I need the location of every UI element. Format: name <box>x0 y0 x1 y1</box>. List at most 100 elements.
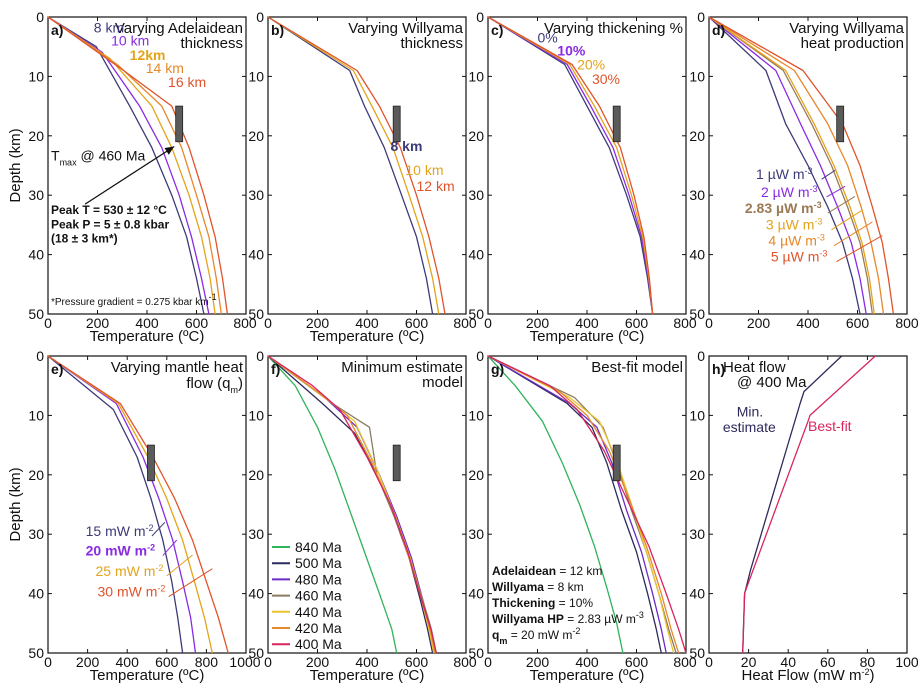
panel-label: b) <box>271 22 284 38</box>
series-label: 14 km <box>146 60 184 76</box>
x-axis-label: Temperature (ºC) <box>530 667 645 684</box>
series-line <box>708 16 867 315</box>
y-tick-label: 20 <box>689 128 705 144</box>
y-tick-label: 0 <box>697 348 705 364</box>
panel-title-line2: model <box>422 374 463 391</box>
y-tick-label: 40 <box>248 247 264 263</box>
text-span: Best-fit <box>808 418 852 434</box>
x-tick-label: 20 <box>741 654 757 670</box>
series-line <box>487 16 654 315</box>
y-tick-label: 0 <box>697 9 705 25</box>
y-tick-label: 50 <box>248 306 264 322</box>
text-span: 20 mW m <box>86 543 147 559</box>
model-parameter: Thickening = 10% <box>492 596 593 610</box>
series-line <box>708 16 875 315</box>
series-label: 8 km <box>94 19 124 35</box>
text-span: 10% <box>557 43 586 59</box>
series-label: 3 µW m-3 <box>766 217 823 233</box>
text-span: 3 µW m <box>766 217 815 233</box>
text-span: *Pressure gradient = 0.275 kbar km <box>51 297 209 308</box>
y-tick-label: 10 <box>248 68 264 84</box>
x-tick-label: 80 <box>860 654 876 670</box>
text-span: Min. <box>737 404 763 420</box>
superscript: -2 <box>861 667 869 677</box>
legend-entry: 400 Ma <box>295 636 342 652</box>
text-span: q <box>492 628 499 642</box>
x-tick-label: 800 <box>895 315 918 331</box>
x-tick-label: 0 <box>264 315 272 331</box>
series-line <box>47 355 229 654</box>
y-tick-label: 20 <box>248 467 264 483</box>
tmax-annotation: Tmax @ 460 Ma <box>51 148 145 168</box>
y-tick-label: 50 <box>468 645 484 661</box>
leader-line <box>168 568 213 597</box>
superscript: -2 <box>146 523 154 533</box>
superscript: -3 <box>819 249 827 259</box>
y-tick-label: 0 <box>256 9 264 25</box>
peak-pressure-note: Peak P = 5 ± 0.8 kbar <box>51 217 169 231</box>
text-span: 16 km <box>168 74 206 90</box>
panel-title: Varying Willyama <box>348 20 463 37</box>
panel-title: Varying Adelaidean <box>115 20 243 37</box>
pt-constraint-box <box>836 105 845 143</box>
x-tick-label: 600 <box>185 315 209 331</box>
x-tick-label: 0 <box>264 654 272 670</box>
x-tick-label: 0 <box>705 315 713 331</box>
series-line <box>708 16 861 315</box>
x-axis-label: Temperature (ºC) <box>530 328 645 345</box>
y-tick-label: 50 <box>689 306 705 322</box>
series-line <box>267 355 437 654</box>
y-tick-label: 40 <box>28 247 44 263</box>
series-line <box>267 355 398 654</box>
x-tick-label: 100 <box>895 654 918 670</box>
x-tick-label: 400 <box>575 315 599 331</box>
series-label: 1 µW m-3 <box>756 166 813 182</box>
text-span: 10 km <box>405 162 443 178</box>
text-span: Adelaidean <box>492 564 556 578</box>
series-line <box>47 355 213 654</box>
x-tick-label: 400 <box>116 654 140 670</box>
series-label: 16 km <box>168 74 206 90</box>
x-axis-label: Temperature (ºC) <box>310 667 425 684</box>
x-tick-label: 200 <box>86 315 110 331</box>
y-tick-label: 20 <box>28 128 44 144</box>
y-tick-label: 0 <box>476 9 484 25</box>
y-tick-label: 0 <box>36 9 44 25</box>
superscript: -2 <box>147 543 155 553</box>
leader-line <box>821 169 836 180</box>
text-span: @ 460 Ma <box>77 148 146 164</box>
y-tick-label: 20 <box>248 128 264 144</box>
text-span: 2.83 µW m <box>745 200 814 216</box>
y-tick-label: 20 <box>468 467 484 483</box>
text-span: 2 µW m <box>761 184 810 200</box>
text-span: 12km <box>130 47 166 63</box>
series-line <box>267 355 434 654</box>
superscript: -3 <box>817 233 825 243</box>
series-line <box>267 355 437 654</box>
model-parameter: Adelaidean = 12 km <box>492 564 602 578</box>
x-tick-label: 400 <box>355 654 379 670</box>
legend-entry: 840 Ma <box>295 539 342 555</box>
panel-label: f) <box>271 361 280 377</box>
superscript: -2 <box>155 563 163 573</box>
series-label: 8 km <box>391 138 423 154</box>
panel-title-line2: @ 400 Ma <box>737 374 807 391</box>
panel-title-line2: thickness <box>400 35 463 52</box>
series-label: 10% <box>557 43 586 59</box>
panel-label: g) <box>491 361 504 377</box>
text-span: 4 µW m <box>768 233 817 249</box>
legend-entry: 460 Ma <box>295 588 342 604</box>
panel-label: d) <box>712 22 725 38</box>
y-tick-label: 30 <box>689 526 705 542</box>
series-label: 12km <box>130 47 166 63</box>
panel-label: e) <box>51 361 63 377</box>
text-span: flow (q <box>186 375 230 392</box>
y-axis-label: Depth (km) <box>7 467 24 541</box>
leader-line <box>151 521 166 537</box>
y-tick-label: 30 <box>689 187 705 203</box>
y-tick-label: 30 <box>468 187 484 203</box>
leader-line <box>162 539 178 556</box>
series-label: 25 mW m-2 <box>96 563 164 579</box>
x-tick-label: 600 <box>405 654 429 670</box>
